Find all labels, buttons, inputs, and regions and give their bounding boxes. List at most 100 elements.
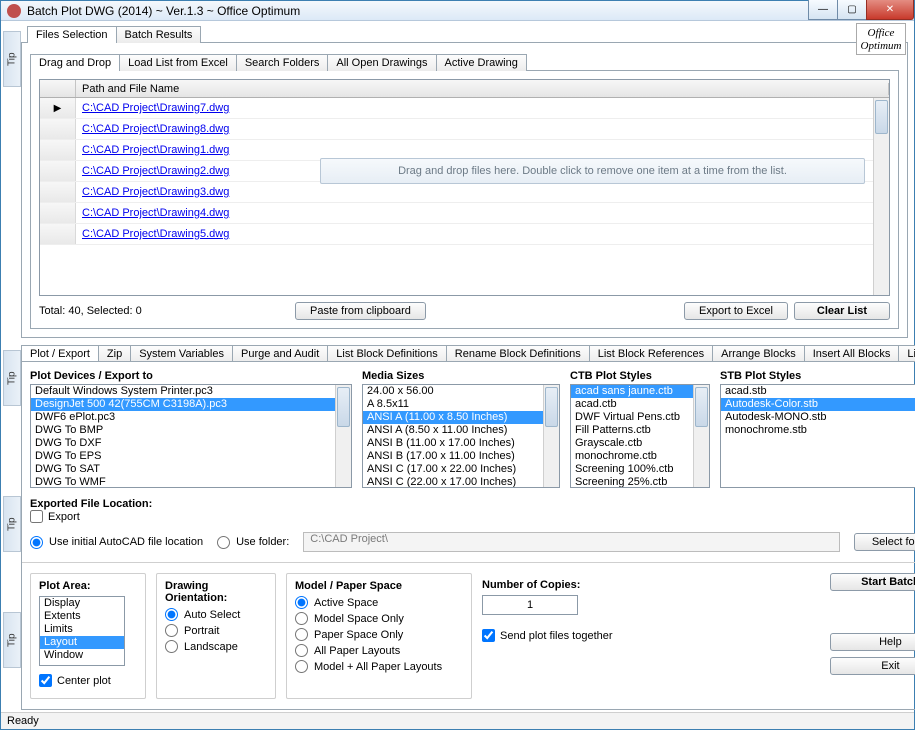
- list-item[interactable]: Display: [40, 597, 124, 610]
- table-row[interactable]: C:\CAD Project\Drawing8.dwg: [40, 119, 873, 140]
- file-link[interactable]: C:\CAD Project\Drawing3.dwg: [82, 186, 229, 198]
- select-folder-button[interactable]: Select folder: [854, 533, 915, 551]
- list-item[interactable]: Autodesk-Color.stb: [721, 398, 915, 411]
- list-item[interactable]: ANSI C (17.00 x 22.00 Inches): [363, 463, 543, 476]
- table-row[interactable]: ▶C:\CAD Project\Drawing7.dwg: [40, 98, 873, 119]
- stb-list[interactable]: acad.stbAutodesk-Color.stbAutodesk-MONO.…: [720, 384, 915, 488]
- subtab-open-drawings[interactable]: All Open Drawings: [327, 54, 436, 71]
- list-item[interactable]: ANSI C (22.00 x 17.00 Inches): [363, 476, 543, 487]
- list-item[interactable]: acad sans jaune.ctb: [571, 385, 693, 398]
- lower-tab[interactable]: Plot / Export: [21, 345, 99, 361]
- titlebar[interactable]: Batch Plot DWG (2014) ~ Ver.1.3 ~ Office…: [1, 1, 914, 21]
- close-button[interactable]: ✕: [866, 0, 914, 20]
- list-item[interactable]: DWG To WMF: [31, 476, 335, 487]
- orientation-radio[interactable]: Portrait: [165, 624, 267, 637]
- list-item[interactable]: Screening 25%.ctb: [571, 476, 693, 487]
- ctb-list[interactable]: acad sans jaune.ctbacad.ctbDWF Virtual P…: [570, 384, 710, 488]
- lower-tab[interactable]: Purge and Audit: [232, 345, 328, 361]
- list-item[interactable]: acad.ctb: [571, 398, 693, 411]
- file-link[interactable]: C:\CAD Project\Drawing1.dwg: [82, 144, 229, 156]
- grid-select-all[interactable]: [40, 80, 76, 97]
- subtab-load-excel[interactable]: Load List from Excel: [119, 54, 237, 71]
- tip-button[interactable]: Tip: [3, 496, 21, 552]
- table-row[interactable]: C:\CAD Project\Drawing3.dwg: [40, 182, 873, 203]
- space-radio[interactable]: Model + All Paper Layouts: [295, 660, 463, 673]
- file-link[interactable]: C:\CAD Project\Drawing2.dwg: [82, 165, 229, 177]
- list-item[interactable]: Limits: [40, 623, 124, 636]
- file-link[interactable]: C:\CAD Project\Drawing5.dwg: [82, 228, 229, 240]
- list-item[interactable]: A 8.5x11: [363, 398, 543, 411]
- use-initial-radio[interactable]: Use initial AutoCAD file location: [30, 536, 203, 549]
- lower-tab[interactable]: List Block Definitions: [327, 345, 447, 361]
- send-together-checkbox[interactable]: Send plot files together: [482, 629, 613, 642]
- list-item[interactable]: Screening 100%.ctb: [571, 463, 693, 476]
- subtab-drag-drop[interactable]: Drag and Drop: [30, 54, 120, 71]
- list-item[interactable]: DWG To BMP: [31, 424, 335, 437]
- list-item[interactable]: ANSI A (11.00 x 8.50 Inches): [363, 411, 543, 424]
- grid-col-path[interactable]: Path and File Name: [76, 83, 889, 95]
- subtab-search-folders[interactable]: Search Folders: [236, 54, 329, 71]
- list-item[interactable]: ANSI B (11.00 x 17.00 Inches): [363, 437, 543, 450]
- list-item[interactable]: Layout: [40, 636, 124, 649]
- center-plot-checkbox[interactable]: Center plot: [39, 674, 111, 687]
- list-item[interactable]: DWG To SAT: [31, 463, 335, 476]
- list-item[interactable]: ANSI B (17.00 x 11.00 Inches): [363, 450, 543, 463]
- list-item[interactable]: monochrome.stb: [721, 424, 915, 437]
- maximize-button[interactable]: ▢: [837, 0, 867, 20]
- tab-batch-results[interactable]: Batch Results: [116, 26, 202, 43]
- orientation-radio[interactable]: Auto Select: [165, 608, 267, 621]
- list-item[interactable]: DWF Virtual Pens.ctb: [571, 411, 693, 424]
- list-item[interactable]: Grayscale.ctb: [571, 437, 693, 450]
- lower-tab[interactable]: Arrange Blocks: [712, 345, 805, 361]
- clear-list-button[interactable]: Clear List: [794, 302, 890, 320]
- space-radio[interactable]: Active Space: [295, 596, 463, 609]
- space-radio[interactable]: Paper Space Only: [295, 628, 463, 641]
- lower-tab[interactable]: Zip: [98, 345, 131, 361]
- copies-input[interactable]: 1: [482, 595, 578, 615]
- tip-button[interactable]: Tip: [3, 350, 21, 406]
- lower-tab[interactable]: List Block References: [589, 345, 713, 361]
- plot-area-list[interactable]: DisplayExtentsLimitsLayoutWindow: [39, 596, 125, 666]
- list-item[interactable]: Window: [40, 649, 124, 662]
- list-item[interactable]: Default Windows System Printer.pc3: [31, 385, 335, 398]
- list-item[interactable]: DWF6 ePlot.pc3: [31, 411, 335, 424]
- tip-button[interactable]: Tip: [3, 612, 21, 668]
- export-excel-button[interactable]: Export to Excel: [684, 302, 788, 320]
- media-sizes-list[interactable]: 24.00 x 56.00A 8.5x11ANSI A (11.00 x 8.5…: [362, 384, 560, 488]
- space-radio[interactable]: Model Space Only: [295, 612, 463, 625]
- table-row[interactable]: C:\CAD Project\Drawing4.dwg: [40, 203, 873, 224]
- folder-path-input[interactable]: C:\CAD Project\: [303, 532, 840, 552]
- tab-files-selection[interactable]: Files Selection: [27, 26, 117, 43]
- file-link[interactable]: C:\CAD Project\Drawing7.dwg: [82, 102, 229, 114]
- list-item[interactable]: 24.00 x 56.00: [363, 385, 543, 398]
- list-item[interactable]: Autodesk-MONO.stb: [721, 411, 915, 424]
- plot-devices-list[interactable]: Default Windows System Printer.pc3Design…: [30, 384, 352, 488]
- list-item[interactable]: DesignJet 500 42(755CM C3198A).pc3: [31, 398, 335, 411]
- minimize-button[interactable]: —: [808, 0, 838, 20]
- space-radio[interactable]: All Paper Layouts: [295, 644, 463, 657]
- list-item[interactable]: ANSI A (8.50 x 11.00 Inches): [363, 424, 543, 437]
- orientation-radio[interactable]: Landscape: [165, 640, 267, 653]
- list-item[interactable]: DWG To EPS: [31, 450, 335, 463]
- file-link[interactable]: C:\CAD Project\Drawing4.dwg: [82, 207, 229, 219]
- list-item[interactable]: DWG To DXF: [31, 437, 335, 450]
- lower-tab[interactable]: Lis: [898, 345, 915, 361]
- tip-button[interactable]: Tip: [3, 31, 21, 87]
- use-folder-radio[interactable]: Use folder:: [217, 536, 289, 549]
- file-grid[interactable]: Path and File Name ▶C:\CAD Project\Drawi…: [39, 79, 890, 296]
- start-batch-button[interactable]: Start Batch: [830, 573, 915, 591]
- list-item[interactable]: Fill Patterns.ctb: [571, 424, 693, 437]
- lower-tab[interactable]: System Variables: [130, 345, 233, 361]
- paste-clipboard-button[interactable]: Paste from clipboard: [295, 302, 426, 320]
- table-row[interactable]: C:\CAD Project\Drawing5.dwg: [40, 224, 873, 245]
- subtab-active-drawing[interactable]: Active Drawing: [436, 54, 527, 71]
- lower-tab[interactable]: Insert All Blocks: [804, 345, 900, 361]
- lower-tab[interactable]: Rename Block Definitions: [446, 345, 590, 361]
- help-button[interactable]: Help: [830, 633, 915, 651]
- list-item[interactable]: monochrome.ctb: [571, 450, 693, 463]
- file-link[interactable]: C:\CAD Project\Drawing8.dwg: [82, 123, 229, 135]
- export-checkbox[interactable]: Export: [30, 510, 80, 523]
- list-item[interactable]: acad.stb: [721, 385, 915, 398]
- exit-button[interactable]: Exit: [830, 657, 915, 675]
- grid-scrollbar[interactable]: [873, 98, 889, 295]
